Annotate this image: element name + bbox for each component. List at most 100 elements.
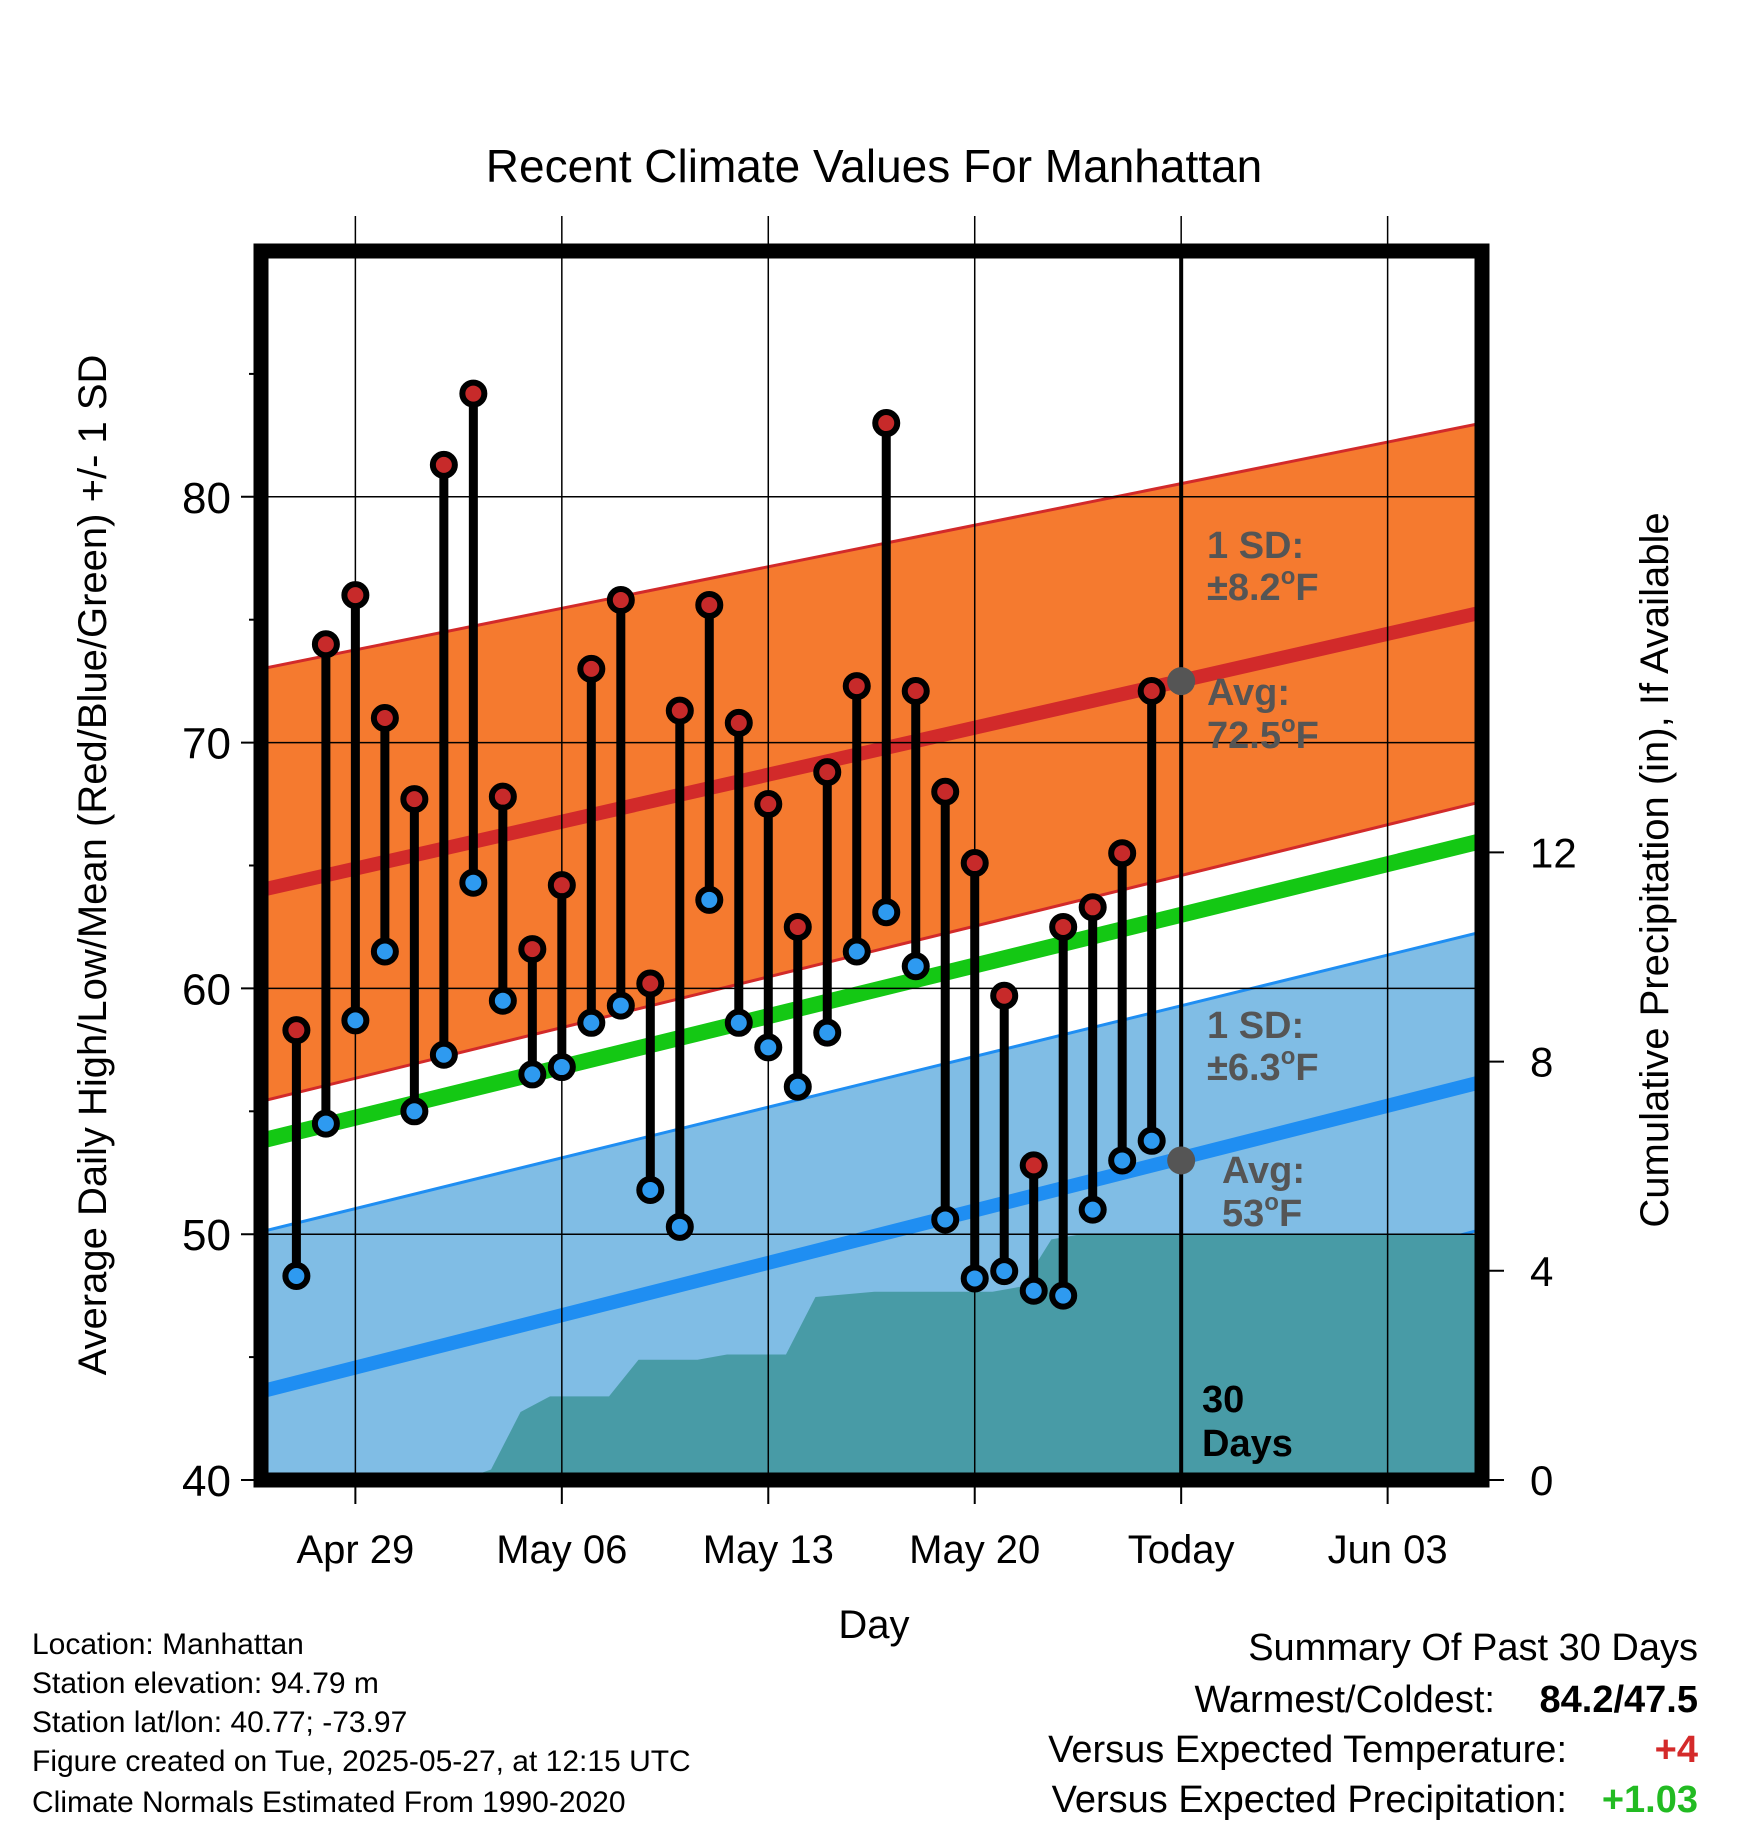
y-tick-label: 50 [182, 1211, 231, 1260]
y-axis-label: Average Daily High/Low/Mean (Red/Blue/Gr… [71, 355, 115, 1376]
daily-high-point [754, 790, 783, 819]
high-sd-annotation: 1 SD: ±8.2oF [1207, 525, 1319, 609]
high-sd-label-line2: ±8.2oF [1207, 563, 1319, 609]
y-right-tick-label: 4 [1530, 1248, 1553, 1295]
daily-high-point [1019, 1151, 1048, 1180]
y-tick-label: 40 [182, 1457, 231, 1506]
daily-low-point [842, 937, 871, 966]
x-axis-label: Day [838, 1603, 909, 1647]
x-tick-label: Apr 29 [296, 1528, 414, 1572]
daily-low-point [665, 1212, 694, 1241]
daily-high-point [459, 379, 488, 408]
y-tick-label: 80 [182, 474, 231, 523]
x-tick-label: May 20 [909, 1528, 1040, 1572]
daily-low-point [872, 898, 901, 927]
daily-high-point [1137, 676, 1166, 705]
daily-high-point [783, 912, 812, 941]
high-avg-label-line2: 72.5oF [1207, 711, 1319, 757]
info-location: Location: Manhattan [32, 1628, 304, 1661]
window-label-line2: Days [1202, 1423, 1293, 1465]
today-normal-high-marker [1167, 667, 1196, 696]
daily-high-point [901, 676, 930, 705]
daily-low-point [724, 1008, 753, 1037]
daily-low-point [1137, 1126, 1166, 1155]
daily-high-point [872, 409, 901, 438]
low-sd-band [261, 931, 1482, 1480]
summary-temp-label: Versus Expected Temperature: [1048, 1729, 1567, 1771]
daily-high-point [311, 630, 340, 659]
daily-low-point [518, 1060, 547, 1089]
daily-low-point [1019, 1276, 1048, 1305]
daily-low-point [282, 1261, 311, 1290]
normal-mean-line [261, 833, 1482, 1149]
daily-high-point [842, 672, 871, 701]
normal-low-line [261, 1075, 1482, 1399]
low-avg-label-line2: 53oF [1222, 1189, 1302, 1235]
y-right-tick-label: 8 [1530, 1039, 1553, 1086]
daily-low-point [1078, 1195, 1107, 1224]
daily-high-point [960, 849, 989, 878]
daily-low-point [1108, 1146, 1137, 1175]
daily-low-point [429, 1040, 458, 1069]
daily-low-point [695, 885, 724, 914]
daily-low-point [547, 1053, 576, 1082]
y-right-tick-label: 0 [1530, 1457, 1553, 1504]
window-label-line1: 30 [1202, 1379, 1244, 1421]
high-sd-label-line1: 1 SD: [1207, 525, 1304, 567]
y-tick-label: 70 [182, 720, 231, 769]
low-sd-label-line1: 1 SD: [1207, 1005, 1304, 1047]
x-tick-label: May 06 [496, 1528, 627, 1572]
daily-low-point [311, 1109, 340, 1138]
daily-low-point [1049, 1281, 1078, 1310]
summary-precip-value: +1.03 [1602, 1779, 1698, 1821]
info-normals: Climate Normals Estimated From 1990-2020 [32, 1786, 626, 1819]
daily-high-point [341, 581, 370, 610]
normal-high-line [261, 605, 1482, 897]
daily-high-point [518, 935, 547, 964]
info-created: Figure created on Tue, 2025-05-27, at 12… [32, 1745, 691, 1778]
x-tick-label: Today [1128, 1528, 1235, 1572]
daily-high-point [1108, 839, 1137, 868]
daily-low-point [370, 937, 399, 966]
x-tick-label: Jun 03 [1328, 1528, 1448, 1572]
daily-low-point [636, 1175, 665, 1204]
low-sd-label-line2: ±6.3oF [1207, 1043, 1319, 1089]
daily-low-point [459, 868, 488, 897]
daily-high-point [931, 777, 960, 806]
info-latlon: Station lat/lon: 40.77; -73.97 [32, 1706, 407, 1739]
daily-low-point [783, 1072, 812, 1101]
daily-high-point [429, 450, 458, 479]
today-normal-low-marker [1167, 1146, 1196, 1175]
daily-low-point [901, 952, 930, 981]
daily-high-point [606, 586, 635, 615]
daily-high-point [724, 708, 753, 737]
daily-low-point [606, 991, 635, 1020]
summary-title: Summary Of Past 30 Days [1248, 1627, 1698, 1669]
high-sd-band-lower-edge [261, 800, 1482, 1103]
daily-high-point [695, 590, 724, 619]
daily-high-point [488, 782, 517, 811]
summary-precip-label: Versus Expected Precipitation: [1052, 1779, 1567, 1821]
high-sd-band-upper-edge [261, 421, 1482, 671]
y-right-tick-label: 12 [1530, 829, 1577, 876]
daily-high-point [813, 758, 842, 787]
daily-low-point [754, 1033, 783, 1062]
daily-low-point [341, 1006, 370, 1035]
window-annotation: 30 Days [1202, 1379, 1293, 1465]
daily-high-point [400, 785, 429, 814]
summary-warm-cold-label: Warmest/Coldest: [1194, 1679, 1495, 1721]
low-avg-label-line1: Avg: [1222, 1150, 1305, 1192]
y-axis-label-right: Cumulative Precipitation (in), If Availa… [1633, 512, 1677, 1227]
daily-low-point [488, 986, 517, 1015]
daily-high-point [990, 981, 1019, 1010]
high-avg-annotation: Avg: 72.5oF [1207, 672, 1319, 757]
daily-high-point [636, 969, 665, 998]
daily-high-point [1049, 912, 1078, 941]
high-avg-label-line1: Avg: [1207, 672, 1290, 714]
low-sd-band-upper-edge [261, 930, 1482, 1234]
daily-high-point [282, 1016, 311, 1045]
daily-low-point [400, 1097, 429, 1126]
precipitation-area [261, 1234, 1482, 1480]
daily-low-point [990, 1257, 1019, 1286]
